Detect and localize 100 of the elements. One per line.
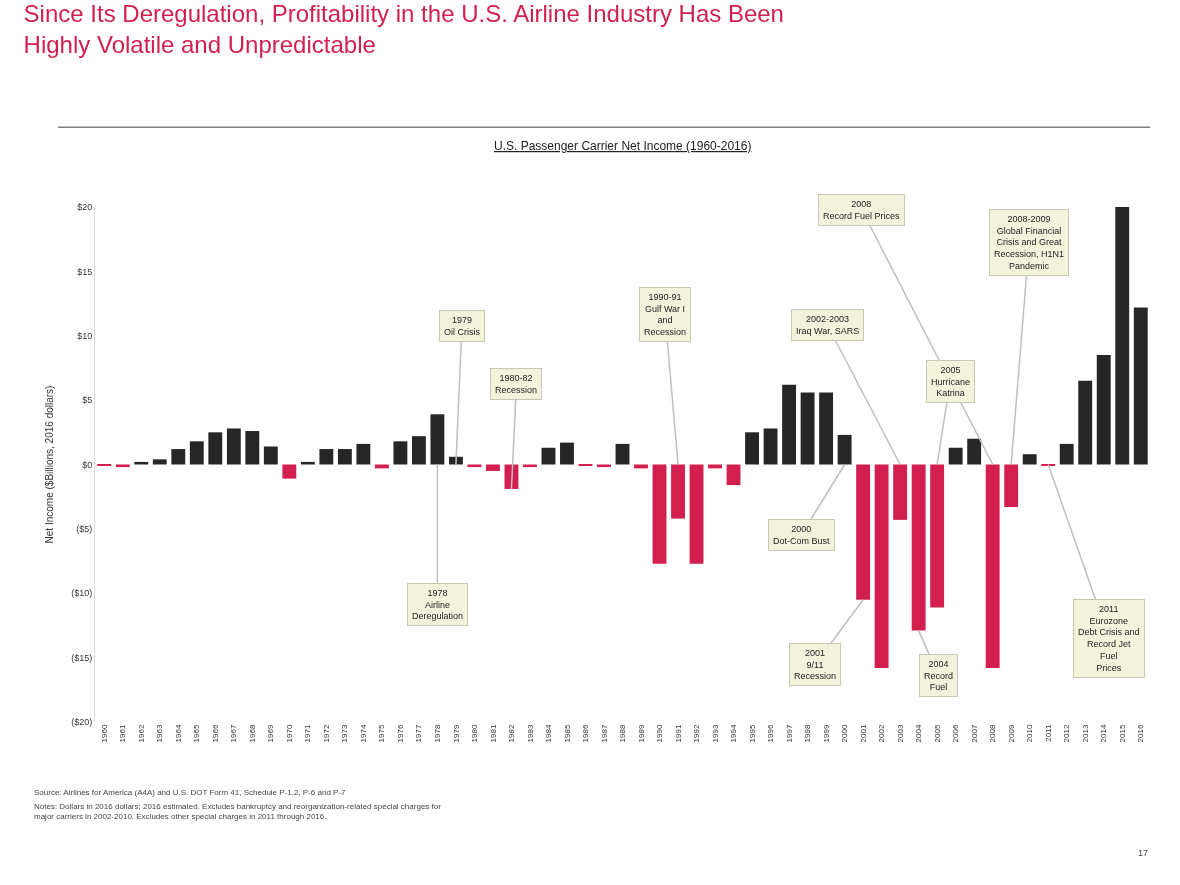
x-tick-label: 1996	[766, 724, 776, 743]
x-tick-label: 2010	[1025, 724, 1035, 743]
bar	[1133, 307, 1148, 465]
x-tick-label: 1965	[192, 724, 202, 743]
bar	[282, 464, 297, 479]
bar	[337, 449, 352, 465]
bar	[1004, 464, 1019, 507]
x-tick-label: 1984	[544, 724, 554, 743]
x-tick-label: 2016	[1136, 724, 1146, 743]
y-tick-label: $10	[77, 330, 93, 341]
x-tick-label: 2012	[1062, 724, 1072, 743]
bar	[152, 459, 167, 465]
text: 17	[1138, 848, 1149, 858]
x-tick-label: 1966	[210, 724, 220, 743]
bar	[541, 447, 556, 465]
bar	[226, 428, 241, 465]
x-tick-label: 1967	[229, 724, 239, 743]
bar	[689, 464, 704, 564]
x-tick-label: 2013	[1080, 724, 1090, 743]
bar	[800, 392, 815, 465]
x-tick-label: 2005	[932, 724, 942, 743]
bar	[948, 447, 963, 465]
bar	[911, 464, 926, 631]
text: Notes: Dollars in 2016 dollars; 2016 estimated. Excludes bankruptcy and reorganization-related special charges for major carriers in 2002-2010. Excludes other special charges in 2011 through 2016.	[34, 802, 442, 822]
x-tick-label: 1961	[118, 724, 128, 743]
bar	[171, 449, 186, 465]
bar	[208, 432, 223, 465]
x-tick-label: 2009	[1006, 724, 1016, 743]
bar	[874, 464, 889, 668]
x-tick-label: 2004	[914, 724, 924, 743]
bar	[430, 414, 445, 465]
x-tick-label: 2015	[1117, 724, 1127, 743]
chart-title: Since Its Deregulation, Profitability in the U.S. Airline Industry Has Been Highly Volatile and Unpredictable	[23, 0, 784, 59]
annotation: 1978 Airline Deregulation	[412, 588, 464, 622]
y-tick-label: ($20)	[71, 717, 93, 728]
annotation: 1979 Oil Crisis	[444, 315, 481, 337]
annotation: 1980-82 Recession	[495, 373, 538, 395]
bar	[1059, 443, 1074, 465]
x-tick-label: 1979	[451, 724, 461, 743]
y-tick-label: $0	[82, 459, 93, 470]
x-tick-label: 1985	[562, 724, 572, 743]
x-tick-label: 2007	[969, 724, 979, 743]
x-tick-label: 1983	[525, 724, 535, 743]
x-tick-label: 1963	[155, 724, 165, 743]
x-tick-label: 1991	[673, 724, 683, 743]
bar	[393, 441, 408, 465]
x-tick-label: 1993	[710, 724, 720, 743]
bar	[263, 446, 278, 465]
bar	[856, 464, 871, 600]
x-tick-label: 2000	[840, 724, 850, 743]
x-tick-label: 2008	[988, 724, 998, 743]
bar	[134, 461, 149, 465]
bar	[893, 464, 908, 520]
x-tick-label: 1970	[284, 724, 294, 743]
x-tick-label: 2002	[877, 724, 887, 743]
x-tick-label: 1992	[692, 724, 702, 743]
bar	[486, 464, 500, 471]
y-tick-label: $5	[82, 395, 93, 406]
x-tick-label: 1999	[821, 724, 831, 743]
x-tick-label: 1964	[173, 724, 183, 743]
x-tick-label: 1978	[433, 724, 443, 743]
annotation: 2008 Record Fuel Prices	[823, 199, 901, 221]
x-tick-label: 1987	[599, 724, 609, 743]
bar	[985, 464, 1000, 668]
x-tick-label: 1990	[655, 724, 665, 743]
bar	[615, 443, 630, 465]
x-tick-label: 1974	[358, 724, 368, 743]
bar	[967, 438, 982, 465]
y-tick-label: ($5)	[76, 524, 93, 535]
annotation: 2005 Hurricane Katrina	[931, 365, 971, 399]
bar	[319, 449, 334, 465]
x-tick-label: 1962	[136, 724, 146, 743]
bar	[560, 442, 574, 465]
bar	[819, 392, 834, 465]
bar	[837, 434, 852, 465]
x-tick-label: 1995	[747, 724, 757, 743]
annotation: 2002-2003 Iraq War, SARS	[796, 314, 860, 336]
x-tick-label: 1977	[414, 724, 424, 743]
bar	[300, 461, 315, 465]
chart-subtitle: U.S. Passenger Carrier Net Income (1960-2016)	[494, 139, 752, 153]
y-tick-label: $15	[77, 266, 93, 277]
bar	[411, 436, 426, 465]
x-tick-label: 1989	[636, 724, 646, 743]
x-tick-label: 2014	[1099, 724, 1109, 743]
bar	[245, 431, 260, 465]
x-tick-label: 1986	[581, 724, 591, 743]
annotation: 2001 9/11 Recession	[794, 648, 837, 682]
x-tick-label: 1976	[395, 724, 405, 743]
bar	[1022, 454, 1037, 465]
annotation: 2008-2009 Global Financial Crisis and Great Recession, H1N1 Pandemic	[994, 214, 1065, 271]
annotation: 2000 Dot-Com Bust	[773, 524, 831, 546]
x-tick-label: 1973	[340, 724, 350, 743]
x-tick-label: 2011	[1043, 724, 1053, 742]
x-tick-label: 1981	[488, 724, 498, 743]
bar	[1078, 380, 1093, 465]
x-tick-label: 1980	[470, 724, 480, 743]
source-note: Source: Airlines for America (A4A) and U.S. DOT Form 41, Schedule P-1.2, P-6 and P-7	[34, 788, 347, 797]
x-tick-label: 1988	[618, 724, 628, 743]
y-tick-label: ($15)	[71, 652, 93, 663]
x-tick-label: 1982	[507, 724, 517, 743]
